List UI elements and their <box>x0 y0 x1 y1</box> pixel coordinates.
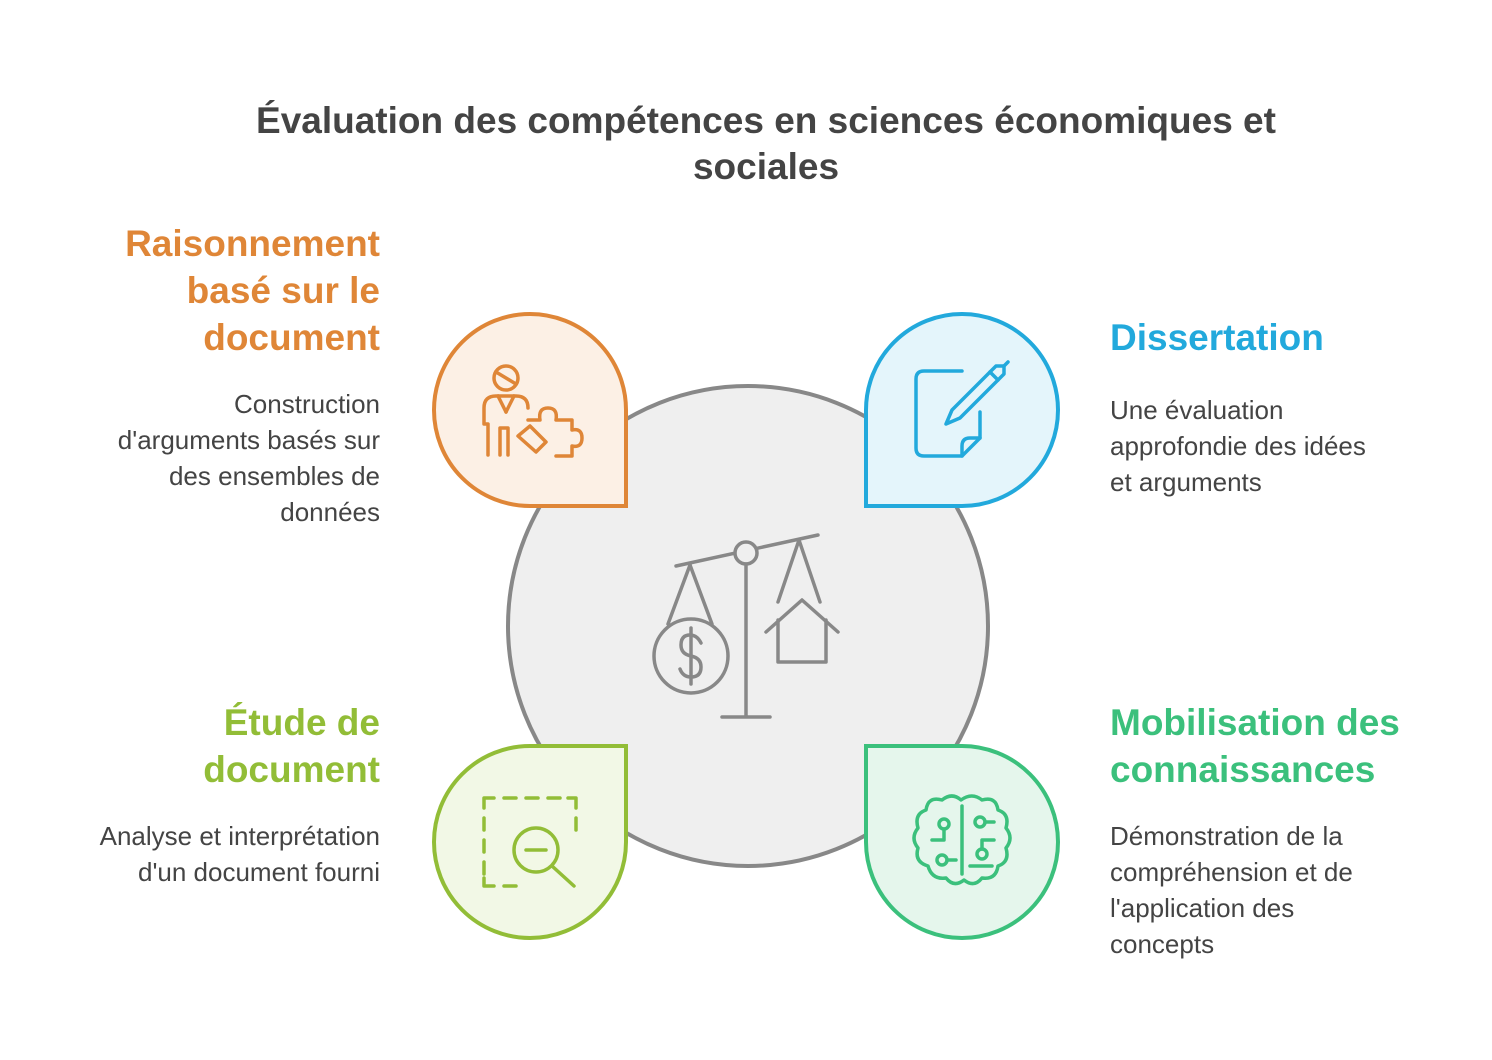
raisonnement-heading-line: basé sur le <box>186 270 380 311</box>
raisonnement-description: Construction d'arguments basés sur des e… <box>40 386 380 530</box>
etude-description: Analyse et interprétation d'un document … <box>20 818 380 890</box>
dissertation-description: Une évaluation approfondie des idées et … <box>1110 392 1470 500</box>
etude-description-line: Analyse et interprétation <box>99 821 380 851</box>
mobilisation-description-line: l'application des <box>1110 893 1295 923</box>
mobilisation-description-line: Démonstration de la <box>1110 821 1343 851</box>
dissertation-description-line: Une évaluation <box>1110 395 1284 425</box>
raisonnement-heading-line: document <box>203 317 380 358</box>
mobilisation-description-line: concepts <box>1110 929 1215 959</box>
dissertation-description-line: approfondie des idées <box>1110 431 1366 461</box>
mobilisation-heading-line: connaissances <box>1110 749 1376 790</box>
dissertation-heading-line: Dissertation <box>1110 317 1324 358</box>
dissertation-shape <box>864 312 1060 508</box>
raisonnement-description-line: Construction <box>234 389 380 419</box>
person-puzzle-icon <box>482 364 584 458</box>
zoom-out-selection-icon <box>482 796 578 888</box>
raisonnement-description-line: des ensembles de <box>168 461 380 491</box>
mobilisation-description: Démonstration de la compréhension et de … <box>1110 818 1470 962</box>
raisonnement-heading: Raisonnement basé sur le document <box>80 220 380 361</box>
mobilisation-description-line: compréhension et de <box>1110 857 1353 887</box>
etude-description-line: d'un document fourni <box>137 857 380 887</box>
etude-shape <box>432 744 628 940</box>
mobilisation-heading-line: Mobilisation des <box>1110 702 1400 743</box>
mobilisation-heading: Mobilisation des connaissances <box>1110 699 1480 793</box>
raisonnement-shape <box>432 312 628 508</box>
raisonnement-heading-line: Raisonnement <box>125 223 380 264</box>
dissertation-heading: Dissertation <box>1110 314 1470 361</box>
pen-on-paper-icon <box>914 360 1010 458</box>
balance-scale-icon <box>652 533 840 719</box>
etude-heading-line: document <box>203 749 380 790</box>
raisonnement-description-line: d'arguments basés sur <box>117 425 380 455</box>
circuit-brain-icon <box>912 794 1012 886</box>
dissertation-description-line: et arguments <box>1110 467 1262 497</box>
raisonnement-description-line: données <box>280 497 380 527</box>
diagram-title: Évaluation des compétences en sciences é… <box>256 100 1276 187</box>
etude-heading: Étude de document <box>80 699 380 793</box>
etude-heading-line: Étude de <box>223 702 380 743</box>
